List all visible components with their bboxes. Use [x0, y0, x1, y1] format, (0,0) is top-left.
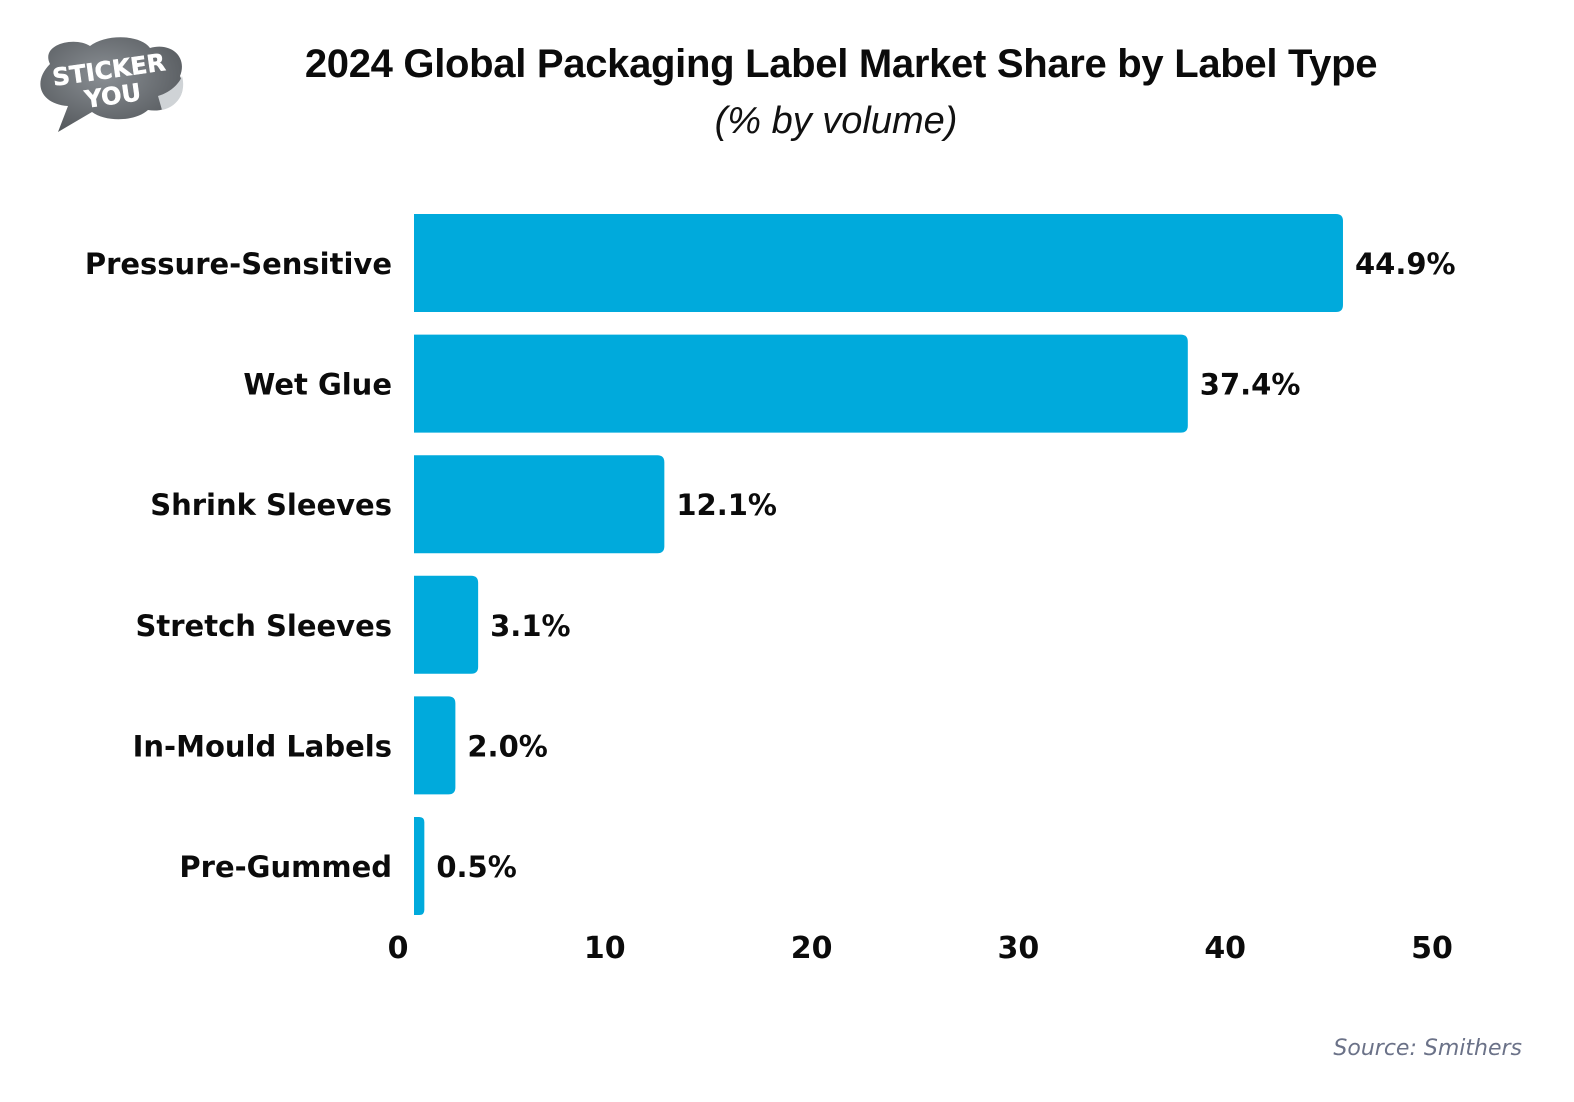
value-label: 3.1% [490, 609, 570, 643]
category-label: Wet Glue [243, 368, 392, 402]
value-labels-group: 44.9% 37.4% 12.1% 3.1% 2.0% 0.5% [436, 247, 1455, 884]
x-tick-label: 40 [1204, 931, 1246, 966]
bar-pre-gummed [414, 817, 425, 915]
category-label: In-Mould Labels [133, 729, 392, 763]
x-tick-label: 50 [1411, 931, 1453, 966]
value-label: 0.5% [436, 850, 516, 884]
bar-shrink-sleeves [414, 455, 665, 554]
bar-in-mould-labels [414, 696, 456, 795]
bar-stretch-sleeves [414, 575, 479, 674]
x-tick-label: 0 [388, 931, 409, 966]
value-label: 37.4% [1200, 368, 1301, 402]
category-label: Pre-Gummed [179, 850, 392, 884]
bar-pressure-sensitive [414, 214, 1343, 312]
x-tick-label: 20 [791, 931, 833, 966]
x-tick-label: 30 [998, 931, 1040, 966]
x-axis-ticks-group: 0 10 20 30 40 50 [388, 931, 1453, 966]
value-label: 2.0% [467, 729, 547, 763]
source-note: Source: Smithers [1333, 1036, 1522, 1061]
value-label: 44.9% [1355, 247, 1456, 281]
chart-subtitle: (% by volume) [714, 100, 958, 142]
x-tick-label: 10 [584, 931, 626, 966]
category-label: Pressure-Sensitive [85, 247, 392, 281]
chart-title: 2024 Global Packaging Label Market Share… [304, 42, 1378, 86]
category-label: Shrink Sleeves [150, 488, 392, 522]
category-label: Stretch Sleeves [135, 609, 392, 643]
category-labels-group: Pressure-Sensitive Wet Glue Shrink Sleeves… [85, 247, 392, 884]
bar-wet-glue [414, 334, 1188, 433]
speech-bubble-logo-icon: STICKER YOU [40, 37, 184, 132]
stickeryou-logo: STICKER YOU [30, 34, 190, 134]
bars-group [414, 214, 1343, 915]
value-label: 12.1% [676, 488, 777, 522]
